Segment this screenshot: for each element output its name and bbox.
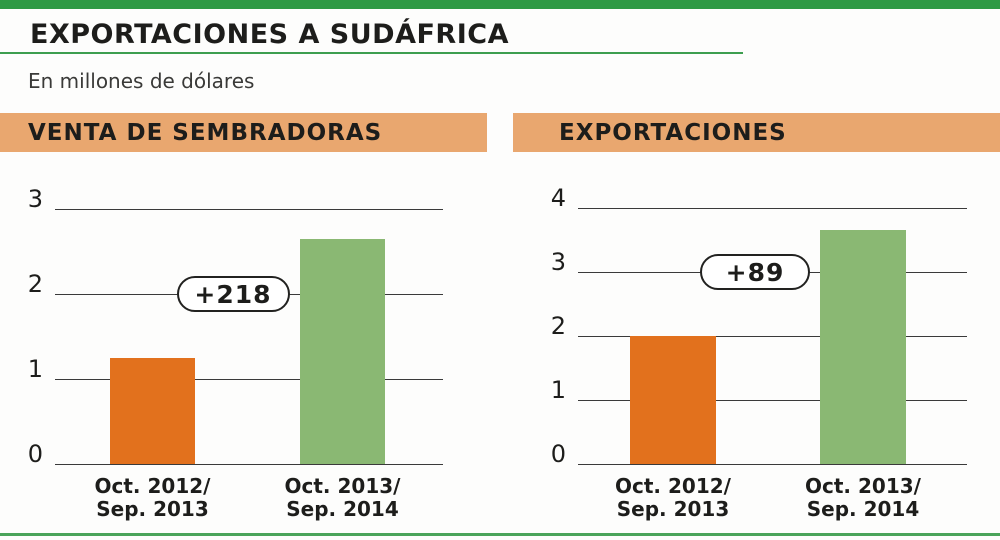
- y-axis-tick-4: 4: [550, 184, 566, 212]
- gridline-0: [578, 464, 967, 465]
- gridline-1: [55, 379, 443, 380]
- gridline-0: [55, 464, 443, 465]
- bar-period-1: [630, 336, 716, 464]
- bar-period-1: [110, 357, 195, 464]
- panel-header-exportaciones: EXPORTACIONES: [513, 113, 1000, 152]
- top-accent-bar: [0, 0, 1000, 9]
- y-axis-tick-1: 1: [27, 355, 43, 383]
- category-label-line: Sep. 2014: [286, 497, 399, 521]
- category-label-line: Oct. 2013/: [284, 474, 401, 498]
- category-label-line: Oct. 2012/: [615, 474, 731, 498]
- y-axis-tick-2: 2: [550, 312, 566, 340]
- y-axis-tick-1: 1: [550, 376, 566, 404]
- y-axis-tick-0: 0: [550, 440, 566, 468]
- category-label-2: Oct. 2013/Sep. 2014: [753, 475, 973, 521]
- bottom-accent-line: [0, 533, 1000, 536]
- category-label-line: Sep. 2014: [806, 497, 920, 521]
- units-subtitle: En millones de dólares: [28, 69, 255, 93]
- page-title: EXPORTACIONES A SUDÁFRICA: [30, 19, 509, 50]
- gridline-2: [578, 336, 967, 337]
- annotation-pill: +218: [176, 276, 290, 312]
- bar-period-2: [820, 230, 906, 464]
- panel-header-venta-de-sembradoras: VENTA DE SEMBRADORAS: [0, 113, 487, 152]
- category-label-1: Oct. 2012/Sep. 2013: [563, 475, 783, 521]
- gridline-4: [578, 208, 967, 209]
- y-axis-tick-2: 2: [27, 270, 43, 298]
- category-label-2: Oct. 2013/Sep. 2014: [233, 475, 453, 521]
- annotation-pill: +89: [700, 254, 810, 290]
- category-label-line: Sep. 2013: [96, 497, 209, 521]
- y-axis-tick-0: 0: [27, 440, 43, 468]
- category-label-1: Oct. 2012/Sep. 2013: [43, 475, 263, 521]
- category-label-line: Oct. 2012/: [94, 474, 211, 498]
- y-axis-tick-3: 3: [550, 248, 566, 276]
- gridline-1: [578, 400, 967, 401]
- y-axis-tick-3: 3: [27, 185, 43, 213]
- panel-header-label: EXPORTACIONES: [559, 119, 787, 146]
- category-label-line: Sep. 2013: [616, 497, 730, 521]
- panel-header-label: VENTA DE SEMBRADORAS: [28, 119, 383, 146]
- title-underline: [0, 52, 743, 54]
- gridline-3: [55, 209, 443, 210]
- category-label-line: Oct. 2013/: [805, 474, 921, 498]
- bar-period-2: [300, 238, 385, 464]
